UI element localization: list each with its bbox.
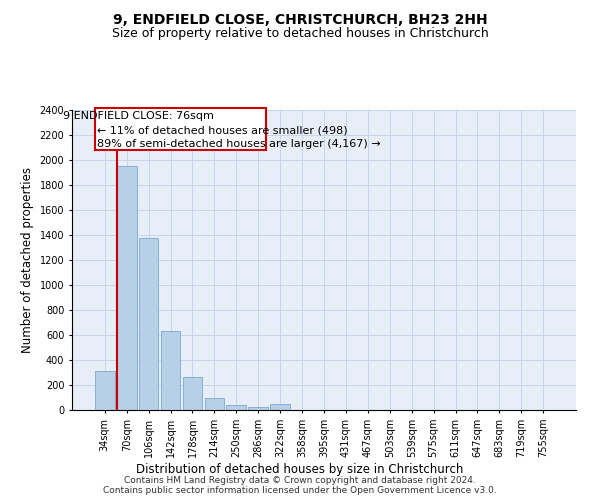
Bar bbox=[161, 331, 181, 410]
Bar bbox=[182, 377, 202, 410]
Bar bbox=[95, 371, 115, 410]
Bar bbox=[205, 398, 224, 410]
Text: Contains HM Land Registry data © Crown copyright and database right 2024.
Contai: Contains HM Land Registry data © Crown c… bbox=[103, 476, 497, 495]
Bar bbox=[270, 404, 290, 410]
Text: 89% of semi-detached houses are larger (4,167) →: 89% of semi-detached houses are larger (… bbox=[97, 139, 381, 149]
Text: 9 ENDFIELD CLOSE: 76sqm: 9 ENDFIELD CLOSE: 76sqm bbox=[64, 112, 214, 121]
Text: Distribution of detached houses by size in Christchurch: Distribution of detached houses by size … bbox=[136, 462, 464, 475]
Bar bbox=[226, 405, 246, 410]
Y-axis label: Number of detached properties: Number of detached properties bbox=[21, 167, 34, 353]
Bar bbox=[139, 238, 158, 410]
FancyBboxPatch shape bbox=[95, 108, 266, 150]
Text: Size of property relative to detached houses in Christchurch: Size of property relative to detached ho… bbox=[112, 28, 488, 40]
Bar bbox=[248, 407, 268, 410]
Text: ← 11% of detached houses are smaller (498): ← 11% of detached houses are smaller (49… bbox=[97, 125, 348, 135]
Text: 9, ENDFIELD CLOSE, CHRISTCHURCH, BH23 2HH: 9, ENDFIELD CLOSE, CHRISTCHURCH, BH23 2H… bbox=[113, 12, 487, 26]
Bar bbox=[117, 166, 137, 410]
